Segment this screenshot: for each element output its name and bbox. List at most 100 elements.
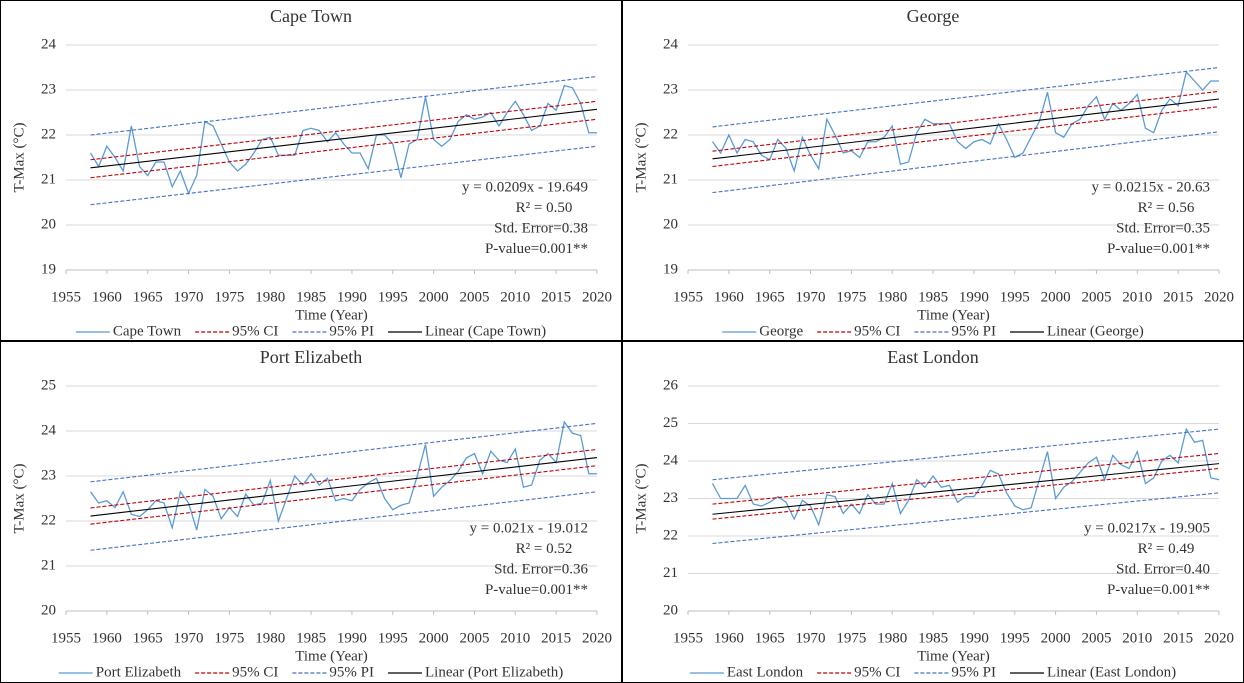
y-tick-label: 25 (41, 377, 56, 393)
x-tick-label: 2005 (1081, 289, 1111, 305)
legend-label: Cape Town (113, 323, 182, 339)
legend: East London 95% CI 95% PI Linear (East Lond… (689, 664, 1176, 680)
x-tick-label: 2020 (1204, 289, 1234, 305)
x-tick-label: 1980 (877, 630, 907, 646)
x-tick-label: 1955 (51, 630, 81, 646)
legend-label: East London (727, 664, 804, 680)
y-tick-label: 25 (663, 415, 678, 431)
legend-label: Linear (Port Elizabeth) (425, 664, 563, 680)
x-tick-label: 1955 (673, 630, 703, 646)
legend-label: Linear (Cape Town) (425, 323, 546, 339)
x-axis-title: Time (Year) (917, 307, 990, 323)
y-axis-title: T-Max (°C) (633, 463, 649, 533)
y-tick-label: 22 (41, 126, 56, 142)
series-line (90, 75, 598, 136)
legend-label: 95% PI (329, 664, 374, 680)
x-tick-label: 2015 (1163, 630, 1193, 646)
annotation: P-value=0.001** (1107, 241, 1210, 257)
y-tick-label: 24 (41, 36, 57, 52)
x-tick-label: 1965 (755, 630, 785, 646)
annotation: R² = 0.56 (1138, 200, 1195, 216)
y-tick-label: 20 (663, 602, 678, 618)
series-line (89, 420, 597, 531)
y-tick-label: 21 (663, 171, 678, 187)
x-tick-label: 1970 (174, 289, 204, 305)
annotation: P-value=0.001** (485, 241, 588, 257)
series-line (90, 491, 598, 551)
series-line (90, 100, 598, 161)
chart-title: George (907, 6, 960, 26)
legend-label: Linear (George) (1047, 323, 1144, 339)
x-tick-label: 1985 (918, 289, 948, 305)
y-tick-label: 22 (663, 527, 678, 543)
x-tick-label: 1970 (174, 630, 204, 646)
annotation: R² = 0.49 (1138, 541, 1195, 557)
legend-label: 95% PI (951, 323, 996, 339)
x-tick-label: 1965 (755, 289, 785, 305)
y-tick-label: 23 (41, 81, 56, 97)
annotation: R² = 0.52 (516, 541, 573, 557)
series-line (90, 457, 598, 517)
series-line (712, 452, 1220, 505)
legend: Cape Town 95% CI 95% PI Linear (Cape Town) (75, 323, 546, 339)
y-tick-label: 24 (663, 452, 679, 468)
annotation: P-value=0.001** (1107, 582, 1210, 598)
x-tick-label: 2015 (541, 630, 571, 646)
x-axis-title: Time (Year) (295, 307, 368, 323)
x-tick-label: 1980 (255, 289, 285, 305)
x-tick-label: 1955 (51, 289, 81, 305)
y-tick-label: 20 (41, 602, 56, 618)
y-tick-label: 24 (663, 36, 679, 52)
series-line (90, 118, 598, 179)
annotation: R² = 0.50 (516, 200, 573, 216)
y-tick-label: 26 (663, 377, 679, 393)
x-tick-label: 1970 (796, 289, 826, 305)
annotation: Std. Error=0.38 (494, 220, 588, 236)
x-tick-label: 2000 (1041, 630, 1071, 646)
annotation: Std. Error=0.36 (494, 561, 588, 577)
x-tick-label: 1975 (214, 630, 244, 646)
x-tick-label: 1965 (133, 630, 163, 646)
x-tick-label: 1975 (836, 630, 866, 646)
y-tick-label: 19 (663, 261, 678, 277)
legend-label: Port Elizabeth (96, 664, 182, 680)
x-tick-label: 1955 (673, 289, 703, 305)
y-tick-label: 23 (663, 490, 678, 506)
series-line (712, 66, 1220, 128)
x-tick-label: 2005 (1081, 630, 1111, 646)
y-tick-label: 20 (41, 216, 56, 232)
x-tick-label: 1960 (714, 289, 744, 305)
annotation: y = 0.0215x - 20.63 (1092, 179, 1210, 195)
legend-label: George (759, 323, 803, 339)
series-line (90, 448, 598, 509)
x-tick-label: 1960 (714, 630, 744, 646)
series-line (712, 467, 1220, 520)
series-line (89, 84, 597, 196)
x-tick-label: 1970 (796, 630, 826, 646)
legend-label: Linear (East London) (1047, 664, 1176, 680)
legend-label: 95% CI (232, 664, 278, 680)
annotation: y = 0.021x - 19.012 (470, 520, 588, 536)
x-tick-label: 1985 (918, 630, 948, 646)
x-tick-label: 2010 (1122, 630, 1152, 646)
chart-panel: Port Elizabeth 20 21 22 23 24 25 1955 1960 1965 19… (0, 341, 622, 683)
y-tick-label: 23 (663, 81, 678, 97)
x-tick-label: 2010 (500, 289, 530, 305)
chart-panel: Cape Town 19 20 21 22 23 24 1955 1960 1965 1970 197… (0, 0, 622, 341)
y-axis-title: T-Max (°C) (633, 122, 649, 192)
series-line (712, 492, 1220, 545)
x-tick-label: 2005 (459, 630, 489, 646)
annotation: P-value=0.001** (485, 582, 588, 598)
y-tick-label: 21 (663, 565, 678, 581)
annotation: Std. Error=0.40 (1116, 561, 1210, 577)
y-tick-label: 22 (41, 512, 56, 528)
y-tick-label: 24 (41, 422, 57, 438)
y-tick-label: 21 (41, 171, 56, 187)
x-tick-label: 2000 (419, 289, 449, 305)
legend-label: 95% CI (854, 664, 900, 680)
x-tick-label: 1995 (1000, 630, 1030, 646)
x-tick-label: 2015 (541, 289, 571, 305)
x-axis-title: Time (Year) (295, 648, 368, 664)
series-line (712, 98, 1220, 160)
